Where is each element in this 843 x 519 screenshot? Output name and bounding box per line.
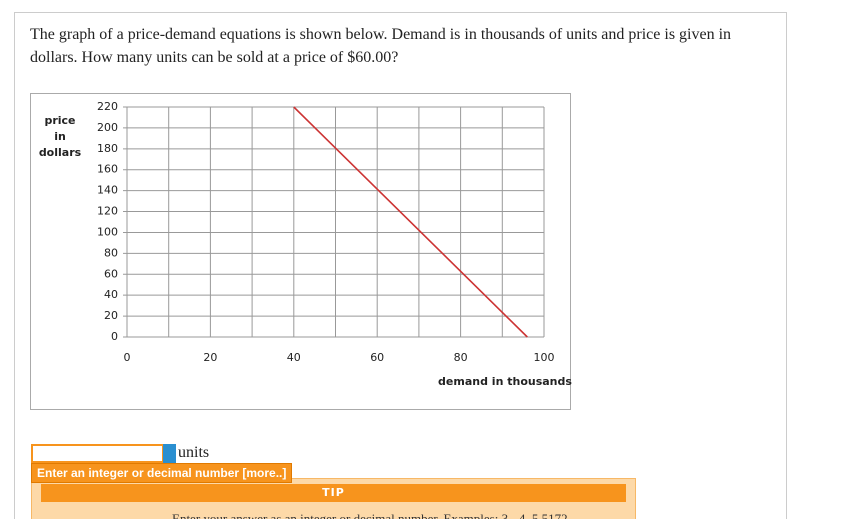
x-tick-label: 60 <box>370 351 384 364</box>
y-tick-label: 60 <box>104 267 118 280</box>
question-text: The graph of a price-demand equations is… <box>30 26 732 66</box>
x-tick-label: 0 <box>124 351 131 364</box>
x-tick-label: 80 <box>454 351 468 364</box>
y-tick-label: 0 <box>111 330 118 343</box>
y-tick-label: 40 <box>104 288 118 301</box>
y-tick-label: 220 <box>97 100 118 113</box>
units-label: units <box>178 444 210 461</box>
hint-link[interactable]: Enter an integer or decimal number [more… <box>31 463 293 483</box>
y-tick-label: 180 <box>97 142 118 155</box>
preview-button[interactable] <box>163 444 176 463</box>
y-tick-label: 200 <box>97 121 118 134</box>
answer-input[interactable] <box>31 444 164 463</box>
question-frame <box>14 12 787 519</box>
tip-text: Enter your answer as an integer or decim… <box>172 511 568 519</box>
x-tick-label: 40 <box>287 351 301 364</box>
y-tick-label: 140 <box>97 184 118 197</box>
y-tick-label: 120 <box>97 205 118 218</box>
price-demand-line <box>293 106 528 338</box>
y-tick-label: 20 <box>104 309 118 322</box>
x-tick-label: 100 <box>534 351 555 364</box>
y-tick-label: 80 <box>104 246 118 259</box>
y-tick-label: 100 <box>97 225 118 238</box>
chart-box <box>30 93 571 410</box>
tip-title: TIP <box>41 484 626 502</box>
tip-panel: TIP Enter your answer as an integer or d… <box>31 478 636 519</box>
y-axis-label: price in dollars <box>38 114 82 159</box>
y-tick-label: 160 <box>97 163 118 176</box>
x-tick-label: 20 <box>203 351 217 364</box>
x-axis-label: demand in thousands <box>438 375 572 388</box>
